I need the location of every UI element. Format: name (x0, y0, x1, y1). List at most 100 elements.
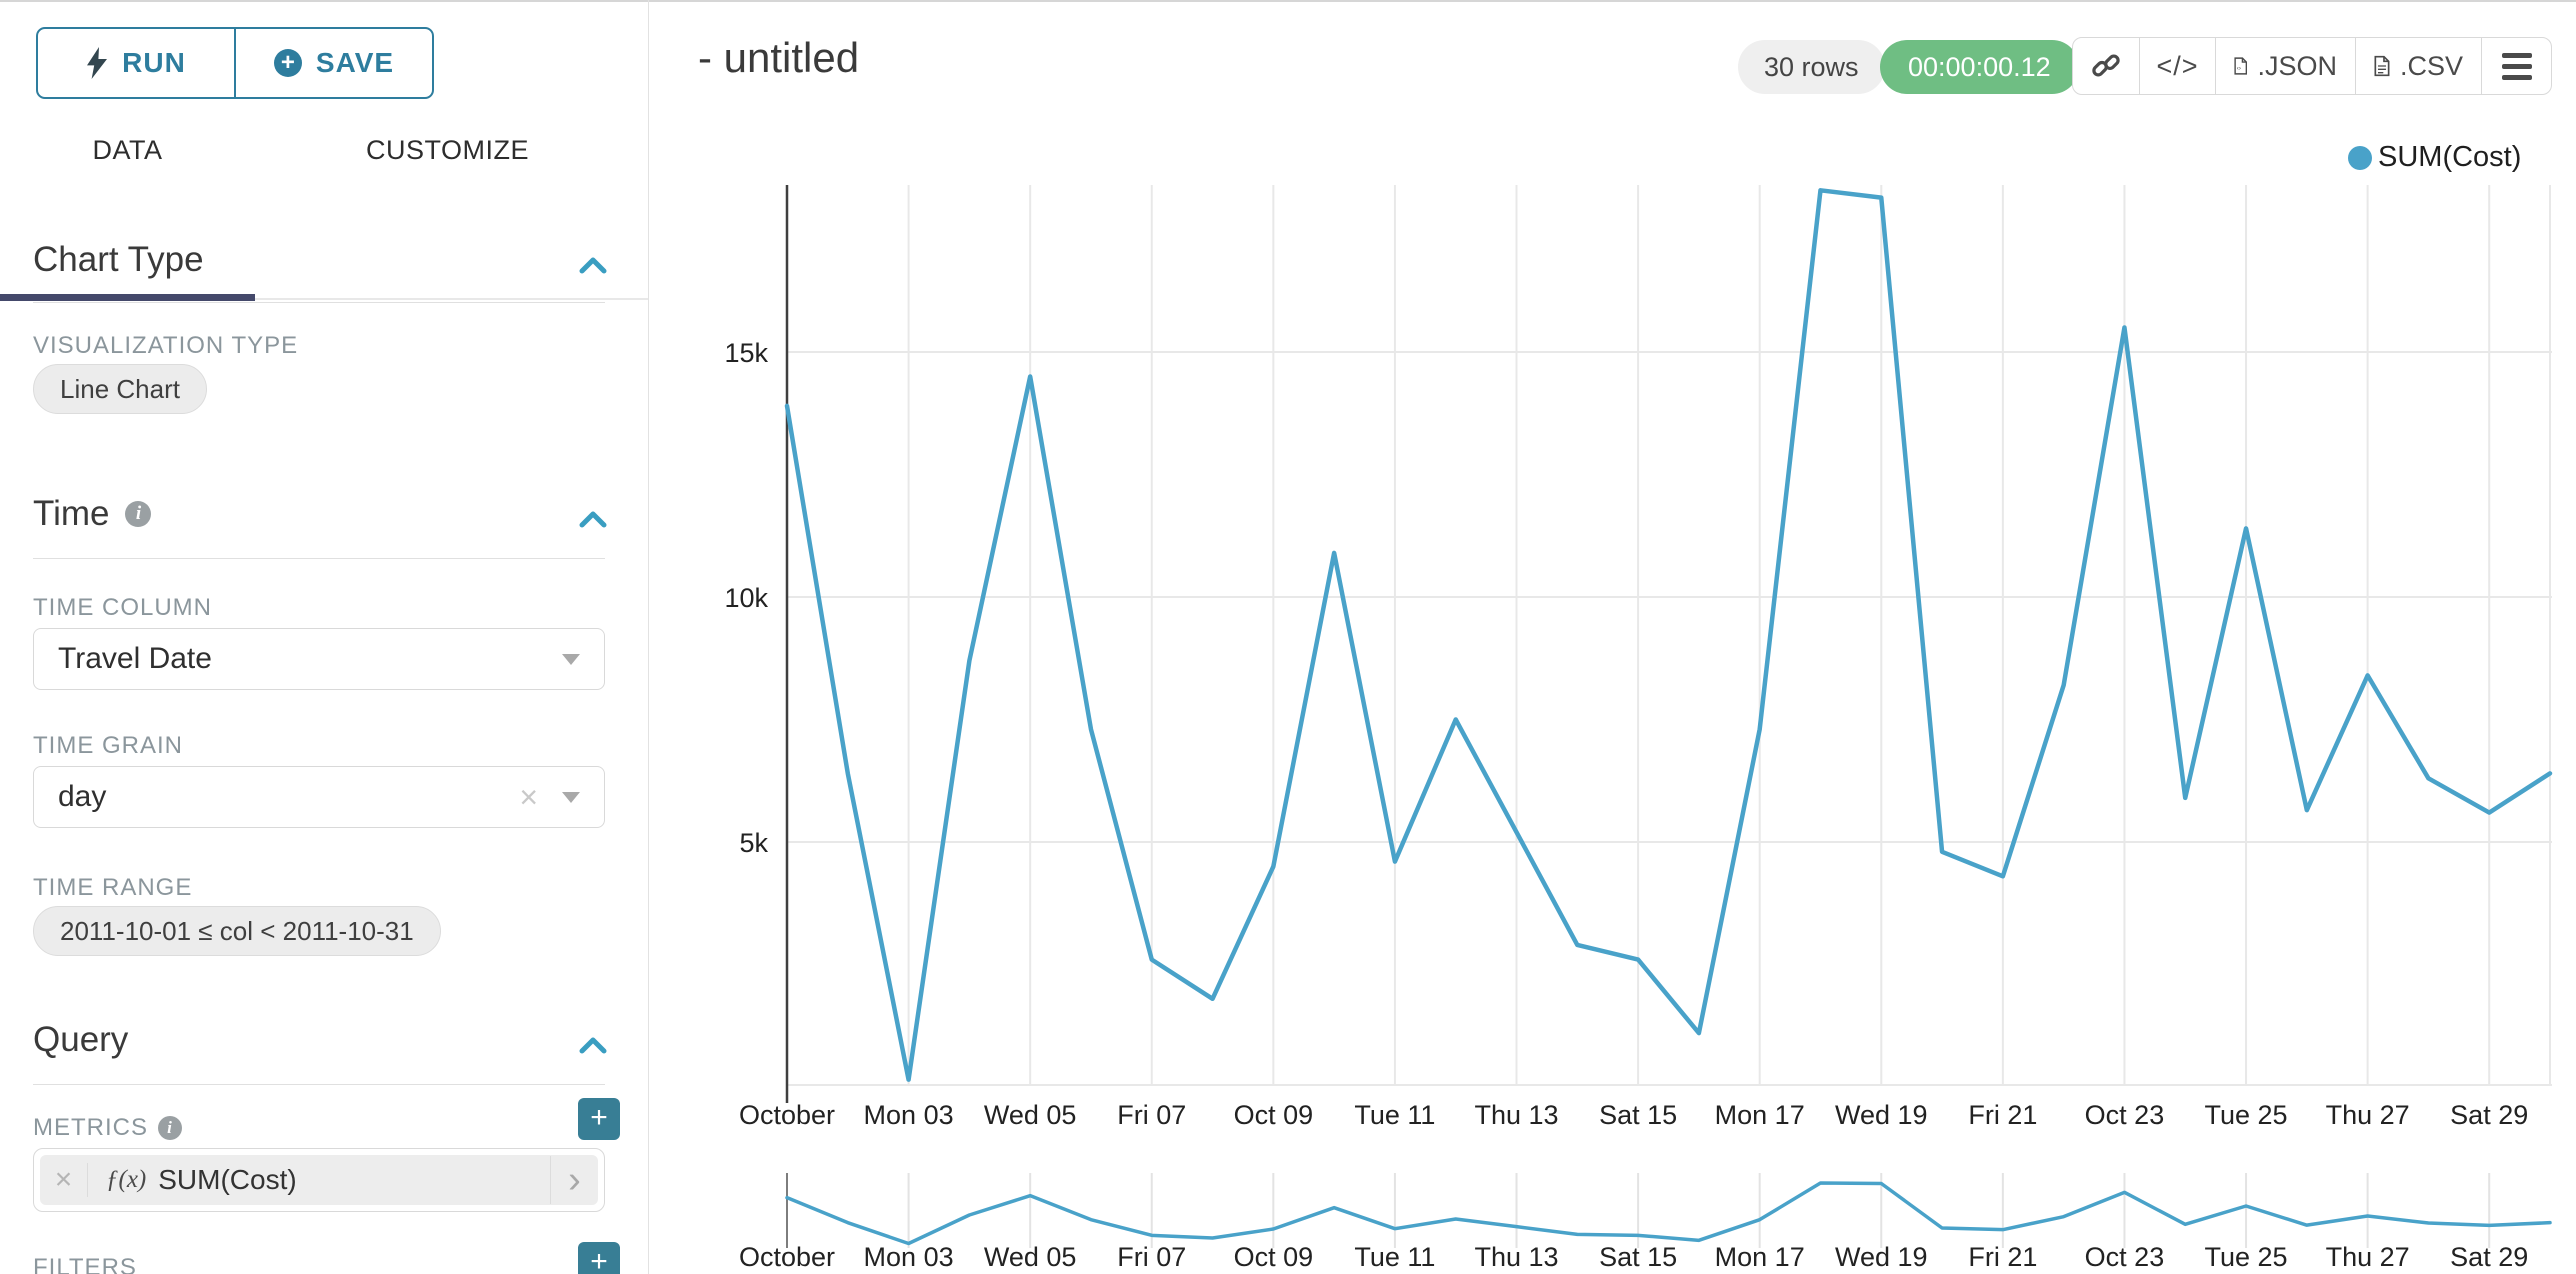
export-csv-label: .CSV (2399, 50, 2463, 81)
export-toolbar: </> ‹› .JSON .CSV (2072, 37, 2552, 95)
query-title-text: Query (33, 1020, 129, 1059)
remove-metric-icon[interactable]: × (40, 1163, 88, 1197)
section-divider (33, 302, 605, 303)
tab-customize[interactable]: CUSTOMIZE (255, 102, 640, 198)
plus-circle-icon: + (273, 49, 302, 77)
time-column-label-text: TIME COLUMN (33, 594, 212, 621)
viz-type-value: Line Chart (60, 373, 180, 404)
run-button[interactable]: RUN (38, 29, 234, 97)
time-grain-value: day (58, 780, 107, 813)
time-range-pill[interactable]: 2011-10-01 ≤ col < 2011-10-31 (33, 906, 441, 956)
add-metric-button[interactable]: + (578, 1098, 620, 1140)
viz-type-label: VISUALIZATION TYPE (33, 332, 298, 360)
menu-icon (2501, 52, 2532, 80)
x-axis-tick-label: Oct 23 (2085, 1100, 2165, 1130)
time-column-select[interactable]: Travel Date (33, 628, 605, 690)
viz-type-pill[interactable]: Line Chart (33, 364, 207, 414)
svg-text:‹›: ‹› (2237, 65, 2241, 72)
tab-data[interactable]: DATA (0, 102, 255, 198)
x-axis-tick-label: Mon 03 (864, 1100, 954, 1130)
control-panel-sidebar: RUN + SAVE DATA CUSTOMIZE Chart Type (0, 2, 648, 1274)
time-range-value: 2011-10-01 ≤ col < 2011-10-31 (60, 915, 414, 946)
tab-data-label: DATA (92, 134, 163, 165)
info-icon: i (125, 501, 152, 527)
time-section-title: Time i (33, 494, 152, 534)
filters-label: FILTERS (33, 1254, 137, 1274)
caret-down-icon (562, 653, 580, 665)
viz-type-label-text: VISUALIZATION TYPE (33, 332, 299, 359)
info-icon: i (158, 1116, 182, 1140)
metric-pill[interactable]: × ƒ(x) SUM(Cost) › (40, 1155, 598, 1205)
section-divider (33, 1084, 605, 1085)
time-range-label: TIME RANGE (33, 874, 192, 902)
export-json-button[interactable]: ‹› .JSON (2215, 38, 2355, 94)
row-count-text: 30 rows (1764, 51, 1859, 82)
x-axis-tick-label: Thu 13 (1474, 1100, 1558, 1130)
chevron-up-icon[interactable] (578, 508, 608, 530)
chart-title[interactable]: - untitled (698, 34, 860, 81)
mini-x-axis-tick-label: Sat 15 (1599, 1242, 1677, 1272)
mini-cost-line-series (785, 1181, 2552, 1246)
metrics-label: METRICS i (33, 1114, 182, 1142)
chevron-up-icon[interactable] (578, 254, 608, 276)
mini-x-axis-tick-label: Oct 09 (1234, 1242, 1314, 1272)
chevron-up-icon[interactable] (578, 1034, 608, 1056)
mini-x-axis-tick-label: Tue 25 (2205, 1242, 2288, 1272)
tabs-bottom-border (0, 298, 648, 300)
add-filter-button[interactable]: + (578, 1242, 620, 1274)
chart-type-section-title: Chart Type (33, 240, 204, 280)
filters-label-text: FILTERS (33, 1254, 137, 1274)
clear-x-icon[interactable]: × (519, 779, 538, 815)
caret-down-icon (562, 791, 580, 803)
x-axis-tick-label: Fri 07 (1117, 1100, 1186, 1130)
save-button[interactable]: + SAVE (234, 29, 432, 97)
x-axis-tick-label: Mon 17 (1715, 1100, 1805, 1130)
time-range-label-text: TIME RANGE (33, 874, 193, 901)
x-axis-tick-label: October (739, 1100, 835, 1130)
y-axis-tick-label: 10k (724, 583, 768, 613)
json-file-icon: ‹› (2234, 57, 2248, 75)
view-query-button[interactable]: </> (2139, 38, 2215, 94)
x-axis-tick-label: Oct 09 (1234, 1100, 1314, 1130)
link-icon (2092, 54, 2120, 77)
panel-tabs: DATA CUSTOMIZE (0, 102, 648, 301)
query-timer-text: 00:00:00.12 (1908, 51, 2051, 82)
metric-name: SUM(Cost) (158, 1164, 297, 1195)
legend-series-label: SUM(Cost) (2378, 141, 2522, 173)
mini-x-axis-tick-label: Sat 29 (2450, 1242, 2528, 1272)
y-axis-tick-label: 15k (724, 338, 768, 368)
x-axis-tick-label: Sat 15 (1599, 1100, 1677, 1130)
row-count-badge: 30 rows (1738, 40, 1885, 94)
query-section-title: Query (33, 1020, 128, 1060)
active-tab-underline (0, 294, 255, 301)
mini-x-axis-tick-label: Mon 17 (1715, 1242, 1805, 1272)
csv-file-icon (2374, 55, 2390, 77)
x-axis-tick-label: Thu 27 (2326, 1100, 2410, 1130)
mini-x-axis-tick-label: Thu 13 (1474, 1242, 1558, 1272)
mini-x-axis-tick-label: Oct 23 (2085, 1242, 2165, 1272)
y-axis-tick-label: 5k (739, 828, 768, 858)
time-grain-label: TIME GRAIN (33, 732, 183, 760)
mini-x-axis-tick-label: October (739, 1242, 835, 1272)
chart-menu-button[interactable] (2481, 38, 2551, 94)
share-link-button[interactable] (2073, 38, 2139, 94)
code-icon: </> (2156, 50, 2199, 81)
tab-customize-label: CUSTOMIZE (365, 134, 529, 165)
sidebar-divider (648, 0, 649, 1274)
mini-x-axis-tick-label: Wed 19 (1835, 1242, 1928, 1272)
x-axis-tick-label: Wed 19 (1835, 1100, 1928, 1130)
section-divider (33, 558, 605, 559)
expand-metric-chevron-icon[interactable]: › (550, 1156, 598, 1204)
x-axis-tick-label: Tue 25 (2205, 1100, 2288, 1130)
mini-x-axis-tick-label: Tue 11 (1354, 1242, 1435, 1272)
line-chart-canvas: 5k 10k 15k October October Mon 03 Mon 03 Wed 05… (724, 185, 2553, 1272)
chart-legend[interactable]: SUM(Cost) (2348, 141, 2521, 174)
cost-line-series (784, 188, 2553, 1082)
export-csv-button[interactable]: .CSV (2355, 38, 2481, 94)
time-grain-select[interactable]: day × (33, 766, 605, 828)
x-axis-tick-label: Fri 21 (1968, 1100, 2037, 1130)
mini-x-axis-tick-label: Mon 03 (864, 1242, 954, 1272)
mini-x-axis-tick-label: Fri 07 (1117, 1242, 1186, 1272)
chart-type-title-text: Chart Type (33, 240, 204, 279)
